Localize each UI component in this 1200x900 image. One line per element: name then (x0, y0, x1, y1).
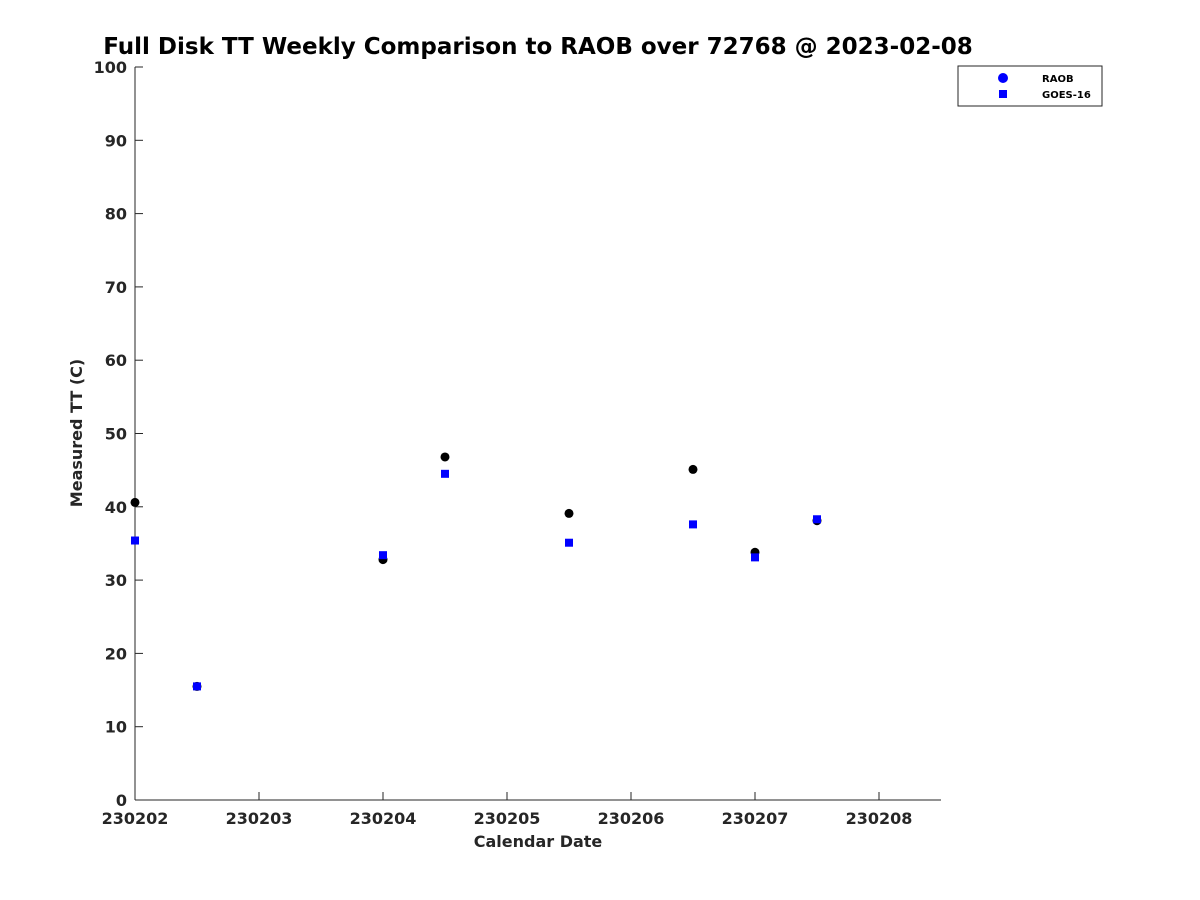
point-raob (130, 497, 140, 507)
x-tick-label: 230204 (350, 809, 417, 828)
x-axis-label: Calendar Date (474, 832, 603, 851)
x-tick-label: 230207 (722, 809, 789, 828)
x-tick-label: 230205 (474, 809, 541, 828)
point-goes16 (379, 551, 387, 560)
legend-marker-raob (998, 73, 1008, 83)
plot-axes: 230202 230203 230204 230205 230206 230207 2302… (94, 58, 941, 828)
point-raob (688, 464, 698, 474)
point-goes16 (751, 553, 759, 562)
y-tick-label: 10 (105, 718, 127, 737)
legend-label-raob: RAOB (1042, 74, 1074, 85)
legend: RAOB GOES-16 (957, 65, 1103, 107)
point-raob (440, 452, 450, 462)
y-tick-label: 0 (116, 791, 127, 810)
point-goes16 (565, 538, 573, 547)
y-axis-label: Measured TT (C) (67, 359, 86, 507)
y-tick-label: 20 (105, 644, 127, 663)
data-points (130, 452, 822, 691)
legend-label-goes16: GOES-16 (1042, 90, 1091, 101)
y-tick-label: 40 (105, 498, 127, 517)
x-tick-label: 230203 (226, 809, 293, 828)
y-tick-label: 70 (105, 278, 127, 297)
point-goes16 (813, 515, 821, 524)
y-tick-label: 50 (105, 425, 127, 444)
legend-marker-goes16 (999, 90, 1007, 98)
point-goes16 (689, 520, 697, 529)
y-tick-label: 60 (105, 351, 127, 370)
y-tick-label: 100 (94, 58, 127, 77)
point-goes16 (131, 536, 139, 545)
point-goes16 (193, 682, 201, 691)
y-tick-label: 80 (105, 205, 127, 224)
chart-title: Full Disk TT Weekly Comparison to RAOB o… (103, 34, 973, 60)
x-tick-label: 230208 (846, 809, 913, 828)
y-tick-label: 30 (105, 571, 127, 590)
x-ticks: 230202 230203 230204 230205 230206 230207 2302… (102, 792, 913, 828)
point-goes16 (441, 469, 449, 478)
point-raob (564, 508, 574, 518)
x-tick-label: 230202 (102, 809, 169, 828)
y-tick-label: 90 (105, 131, 127, 150)
legend-box (957, 65, 1103, 107)
x-tick-label: 230206 (598, 809, 665, 828)
y-ticks: 0 10 20 30 40 50 60 70 80 90 100 (94, 58, 143, 810)
